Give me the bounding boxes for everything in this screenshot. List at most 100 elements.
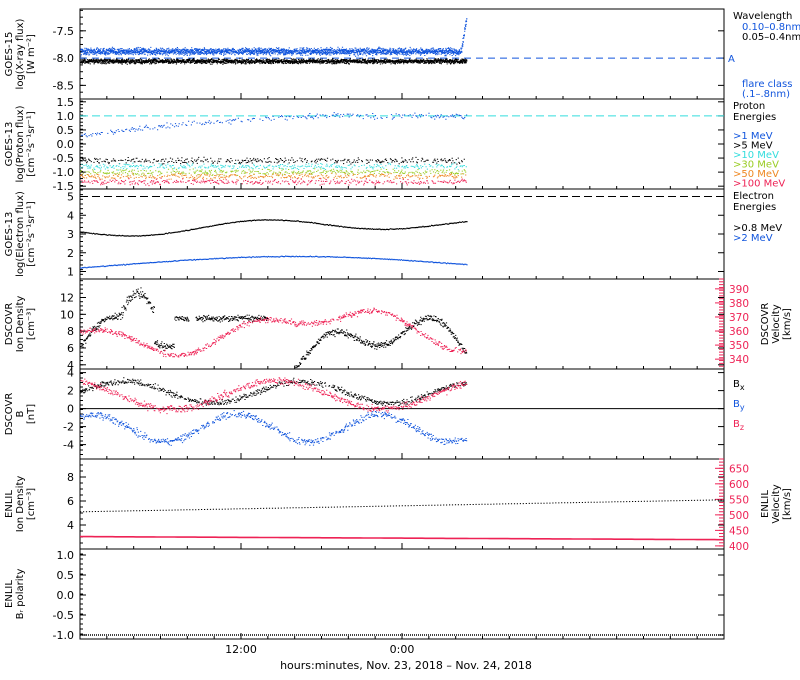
right-axis-label: ENLIL Velocity [km/s] — [760, 484, 793, 523]
series-By — [80, 410, 468, 446]
panel-5: 4 2 0 -2 -4 DSCOVR B [nT] Bx By Bz — [4, 367, 745, 460]
y-tick-label: 0.5 — [57, 124, 75, 137]
y-label-line: DSCOVR — [4, 303, 15, 346]
plot-area — [80, 499, 724, 541]
panel-2: 1.51.00.50.0-0.5-1.0-1.5 GOES-13 log(Proto… — [4, 96, 785, 193]
right-axis-label: DSCOVR Velocity [km/s] — [760, 303, 793, 346]
right-tick-label: 390 — [729, 284, 749, 296]
y-tick-label: 3 — [67, 228, 74, 241]
x-axis-label: hours:minutes, Nov. 23, 2018 – Nov. 24, … — [280, 659, 532, 672]
plot-area — [80, 219, 468, 269]
legend-item: >100 MeV — [733, 179, 785, 190]
y-label-line: ENLIL — [4, 490, 15, 518]
legend-item: Bz — [733, 419, 744, 432]
y-tick-label: 1.0 — [57, 110, 75, 123]
y-axis-label: ENLIL Ion Density [cm⁻³] — [4, 476, 37, 533]
y-label-line: [cm⁻²s⁻¹sr⁻¹] — [26, 201, 37, 267]
y-axis-label: GOES-15 log(X-ray flux) [W m⁻²] — [4, 18, 37, 89]
y-tick-label: 0.0 — [57, 138, 75, 151]
panel-frame — [79, 188, 725, 280]
y-tick-label: -1.5 — [53, 180, 74, 193]
series-proton-3 — [80, 168, 467, 177]
right-tick-label: 450 — [729, 525, 749, 537]
y-label-line: ENLIL — [4, 580, 15, 608]
series-proton-0 — [80, 112, 468, 138]
legend-item: >10 MeV — [733, 150, 779, 161]
y-axis-label: GOES-13 log(Proton flux) [cm⁻²s⁻¹sr⁻¹] — [4, 105, 37, 182]
y-label-line: log(Proton flux) — [15, 105, 26, 182]
plot-area — [80, 287, 468, 369]
y-axis-label: DSCOVR Ion Density [cm⁻³] — [4, 296, 37, 353]
y-tick-label: 1.0 — [57, 549, 75, 562]
panel-stack: -7.5 -8.0 -8.5 GOES-15 log(X-ray flux) [W m⁻²… — [4, 8, 800, 642]
legend-title: Wavelength — [733, 11, 792, 22]
y-tick-label: 2 — [67, 385, 74, 398]
plot-area — [80, 377, 468, 446]
legend-item: 0.10–0.8nm — [742, 22, 800, 33]
x-axis: 12:00 0:00 — [225, 643, 414, 656]
y-tick-label: 10 — [60, 308, 74, 321]
y-tick-label: 0 — [67, 403, 74, 416]
series-proton-4 — [80, 172, 467, 181]
y-tick-label: -8.5 — [53, 79, 74, 92]
legend-title: Proton — [733, 101, 765, 112]
legend-item: >0.8 MeV — [733, 223, 782, 234]
right-tick-label: 350 — [729, 340, 749, 352]
series-electron-1 — [80, 255, 468, 269]
plot-area — [80, 18, 468, 65]
y-label-line: [cm⁻²s⁻¹sr⁻¹] — [26, 111, 37, 177]
right-tick-label: 340 — [729, 354, 749, 366]
panel-frame — [79, 98, 725, 190]
right-tick-label: 360 — [729, 326, 749, 338]
reference-line-label: A — [728, 54, 735, 65]
right-label-line: DSCOVR — [760, 303, 771, 346]
y-tick-label: 6 — [67, 495, 74, 508]
y-label-line: Ion Density — [15, 296, 26, 353]
series-proton-1 — [80, 156, 465, 165]
x-tick-label: 0:00 — [390, 643, 415, 656]
series-long-wavelength — [80, 18, 468, 57]
y-label-line: Ion Density — [15, 476, 26, 533]
legend-item: By — [733, 399, 745, 412]
panel-frame — [79, 368, 725, 460]
panel-7: 1.0 0.5 0.0 -0.5 -1.0 ENLIL Bᵣ polarity — [4, 548, 725, 642]
y-tick-label: 8 — [67, 471, 74, 484]
y-axis-label: GOES-13 log(Electron flux) [cm⁻²s⁻¹sr⁻¹] — [4, 191, 37, 277]
right-tick-label: 500 — [729, 510, 749, 522]
y-tick-label: -1.0 — [53, 629, 74, 642]
right-tick-label: 650 — [729, 463, 749, 475]
y-tick-label: 1 — [67, 266, 74, 279]
plot-area — [80, 112, 468, 187]
y-label-line: log(Electron flux) — [15, 191, 26, 277]
series-short-wavelength — [80, 57, 468, 65]
y-tick-label: 0.5 — [57, 569, 75, 582]
right-tick-label: 400 — [729, 541, 749, 553]
legend-item: Bx — [733, 379, 745, 392]
legend-note: flare class — [742, 79, 792, 90]
right-label-line: Velocity — [771, 484, 782, 523]
y-tick-label: -4 — [63, 439, 74, 452]
series-velocity — [80, 307, 467, 358]
panel-frame — [79, 548, 725, 640]
panel-1: -7.5 -8.0 -8.5 GOES-15 log(X-ray flux) [W m⁻²… — [4, 8, 800, 100]
y-label-line: B — [15, 410, 26, 417]
y-axis-label: DSCOVR B [nT] — [4, 393, 37, 436]
series-electron-0 — [80, 219, 468, 237]
y-label-line: [W m⁻²] — [26, 34, 37, 74]
y-label-line: [nT] — [26, 404, 37, 424]
series-Bz — [80, 377, 468, 415]
y-tick-label: 12 — [60, 292, 74, 305]
right-tick-label: 370 — [729, 312, 749, 324]
y-tick-label: 4 — [67, 209, 74, 222]
right-label-line: Velocity — [771, 304, 782, 343]
y-tick-label: -7.5 — [53, 25, 74, 38]
panel-frame — [79, 458, 725, 550]
series-proton-2 — [80, 162, 467, 171]
series-ion-density — [80, 287, 468, 369]
right-tick-label: 380 — [729, 298, 749, 310]
y-label-line: [cm⁻³] — [26, 308, 37, 340]
legend-item: >2 MeV — [733, 233, 773, 244]
y-tick-label: -8.0 — [53, 52, 74, 65]
right-label-line: ENLIL — [760, 490, 771, 518]
